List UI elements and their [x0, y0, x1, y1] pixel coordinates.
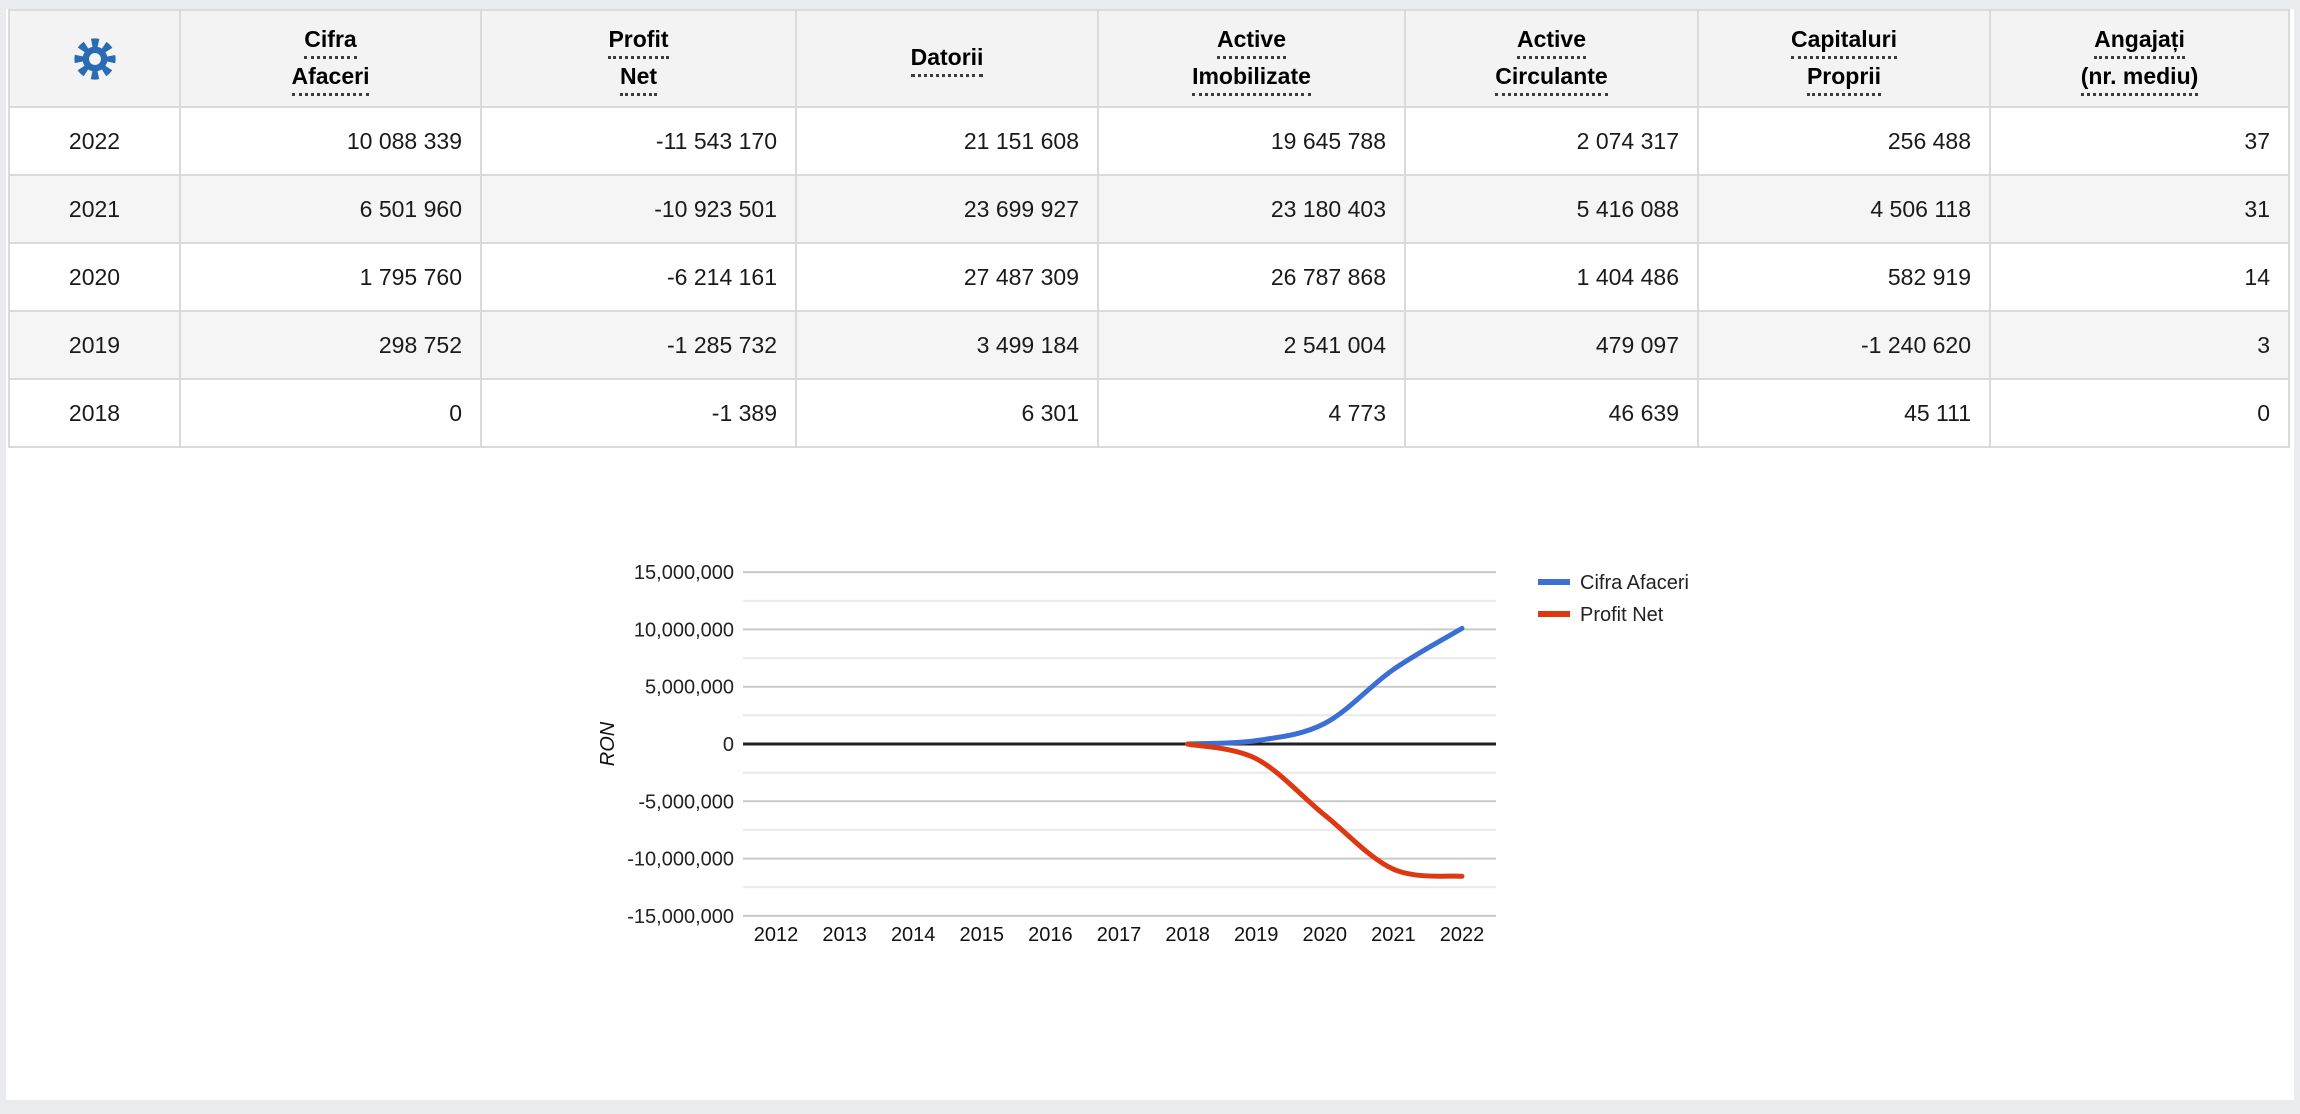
value-cell: 14: [1989, 242, 2290, 312]
y-axis-tick-label: -15,000,000: [627, 906, 734, 928]
series-line-cifra-afaceri: [1185, 625, 1465, 747]
column-header-1: Profit Net: [480, 9, 797, 108]
value-cell: 479 097: [1404, 310, 1699, 380]
table-body: 2022 10 088 339 -11 543 170 21 151 608 19 64…: [8, 106, 2290, 448]
x-axis-tick-label: 2017: [1097, 924, 1142, 946]
legend-label: Profit Net: [1580, 604, 1664, 626]
header-term[interactable]: Proprii: [1806, 59, 1882, 96]
value-cell: 23 699 927: [795, 174, 1099, 244]
series-line-profit-net: [1185, 741, 1465, 879]
value-cell: 23 180 403: [1097, 174, 1406, 244]
year-cell: 2018: [8, 378, 181, 448]
column-header-4: Active Circulante: [1404, 9, 1699, 108]
table-row-2021: 2021 6 501 960 -10 923 501 23 699 927 23 180…: [8, 174, 2290, 244]
x-axis-tick-label: 2018: [1165, 924, 1210, 946]
value-cell: 4 773: [1097, 378, 1406, 448]
y-axis-tick-label: -5,000,000: [638, 791, 734, 813]
value-cell: 582 919: [1697, 242, 1991, 312]
value-cell: 45 111: [1697, 378, 1991, 448]
value-cell: -10 923 501: [480, 174, 797, 244]
y-axis-tick-label: 10,000,000: [634, 619, 734, 641]
x-axis-tick-label: 2019: [1234, 924, 1279, 946]
table-row-2020: 2020 1 795 760 -6 214 161 27 487 309 26 787 …: [8, 242, 2290, 312]
value-cell: 6 501 960: [179, 174, 482, 244]
value-cell: -1 240 620: [1697, 310, 1991, 380]
value-cell: 6 301: [795, 378, 1099, 448]
header-term[interactable]: Cifra: [304, 22, 357, 59]
table-row-2022: 2022 10 088 339 -11 543 170 21 151 608 19 64…: [8, 106, 2290, 176]
value-cell: 19 645 788: [1097, 106, 1406, 176]
column-header-5: Capitaluri Proprii: [1697, 9, 1991, 108]
header-row: Cifra Afaceri Profit Net Datorii Active Imobil…: [8, 9, 2290, 108]
gear-hole: [88, 52, 101, 65]
value-cell: 5 416 088: [1404, 174, 1699, 244]
x-axis-tick-label: 2015: [960, 924, 1005, 946]
value-cell: 0: [179, 378, 482, 448]
header-term[interactable]: Active: [1216, 22, 1287, 59]
value-cell: 2 541 004: [1097, 310, 1406, 380]
value-cell: 26 787 868: [1097, 242, 1406, 312]
year-cell: 2019: [8, 310, 181, 380]
x-axis-tick-label: 2012: [754, 924, 799, 946]
content-panel: Cifra Afaceri Profit Net Datorii Active Imobil…: [6, 9, 2294, 1100]
header-term[interactable]: Profit: [608, 22, 669, 59]
x-axis-tick-label: 2014: [891, 924, 936, 946]
value-cell: 37: [1989, 106, 2290, 176]
value-cell: 1 795 760: [179, 242, 482, 312]
value-cell: 0: [1989, 378, 2290, 448]
legend-label: Cifra Afaceri: [1580, 572, 1689, 594]
x-axis-tick-label: 2020: [1303, 924, 1348, 946]
gear-teeth: [73, 37, 116, 80]
financial-table: Cifra Afaceri Profit Net Datorii Active Imobil…: [8, 9, 2290, 448]
header-term[interactable]: Angajați: [2094, 22, 2185, 59]
value-cell: 27 487 309: [795, 242, 1099, 312]
settings-header-cell: [8, 9, 181, 108]
column-header-0: Cifra Afaceri: [179, 9, 482, 108]
value-cell: -1 285 732: [480, 310, 797, 380]
y-axis-tick-label: 0: [723, 734, 734, 756]
header-term[interactable]: Imobilizate: [1192, 59, 1311, 96]
year-cell: 2022: [8, 106, 181, 176]
column-header-3: Active Imobilizate: [1097, 9, 1406, 108]
x-axis-tick-label: 2022: [1440, 924, 1485, 946]
y-axis-tick-label: -10,000,000: [627, 849, 734, 871]
y-axis-tick-label: 5,000,000: [645, 677, 734, 699]
value-cell: 1 404 486: [1404, 242, 1699, 312]
header-term[interactable]: Afaceri: [291, 59, 370, 96]
trend-chart: 15,000,000 10,000,000 5,000,000 0 -5,000,000…: [597, 562, 1689, 946]
table-row-2018: 2018 0 -1 389 6 301 4 773 46 639 45 111 0: [8, 378, 2290, 448]
value-cell: 256 488: [1697, 106, 1991, 176]
value-cell: 4 506 118: [1697, 174, 1991, 244]
column-header-2: Datorii: [795, 9, 1099, 108]
value-cell: -11 543 170: [480, 106, 797, 176]
x-axis-tick-label: 2013: [822, 924, 867, 946]
value-cell: 3: [1989, 310, 2290, 380]
header-term[interactable]: Circulante: [1495, 59, 1608, 96]
value-cell: 10 088 339: [179, 106, 482, 176]
year-cell: 2021: [8, 174, 181, 244]
value-cell: -6 214 161: [480, 242, 797, 312]
header-term[interactable]: Net: [619, 59, 658, 96]
y-axis-title: RON: [597, 721, 619, 766]
value-cell: 31: [1989, 174, 2290, 244]
header-term[interactable]: Active: [1516, 22, 1587, 59]
value-cell: 298 752: [179, 310, 482, 380]
x-axis-tick-label: 2016: [1028, 924, 1073, 946]
header-term[interactable]: Datorii: [910, 40, 984, 77]
value-cell: 21 151 608: [795, 106, 1099, 176]
year-cell: 2020: [8, 242, 181, 312]
value-cell: 3 499 184: [795, 310, 1099, 380]
y-axis-tick-label: 15,000,000: [634, 562, 734, 584]
value-cell: 46 639: [1404, 378, 1699, 448]
settings-gear-icon[interactable]: [72, 36, 118, 82]
column-header-6: Angajați (nr. mediu): [1989, 9, 2290, 108]
value-cell: -1 389: [480, 378, 797, 448]
value-cell: 2 074 317: [1404, 106, 1699, 176]
x-axis-tick-label: 2021: [1371, 924, 1416, 946]
header-term[interactable]: Capitaluri: [1790, 22, 1898, 59]
table-row-2019: 2019 298 752 -1 285 732 3 499 184 2 541 004 4…: [8, 310, 2290, 380]
header-term[interactable]: (nr. mediu): [2080, 59, 2199, 96]
